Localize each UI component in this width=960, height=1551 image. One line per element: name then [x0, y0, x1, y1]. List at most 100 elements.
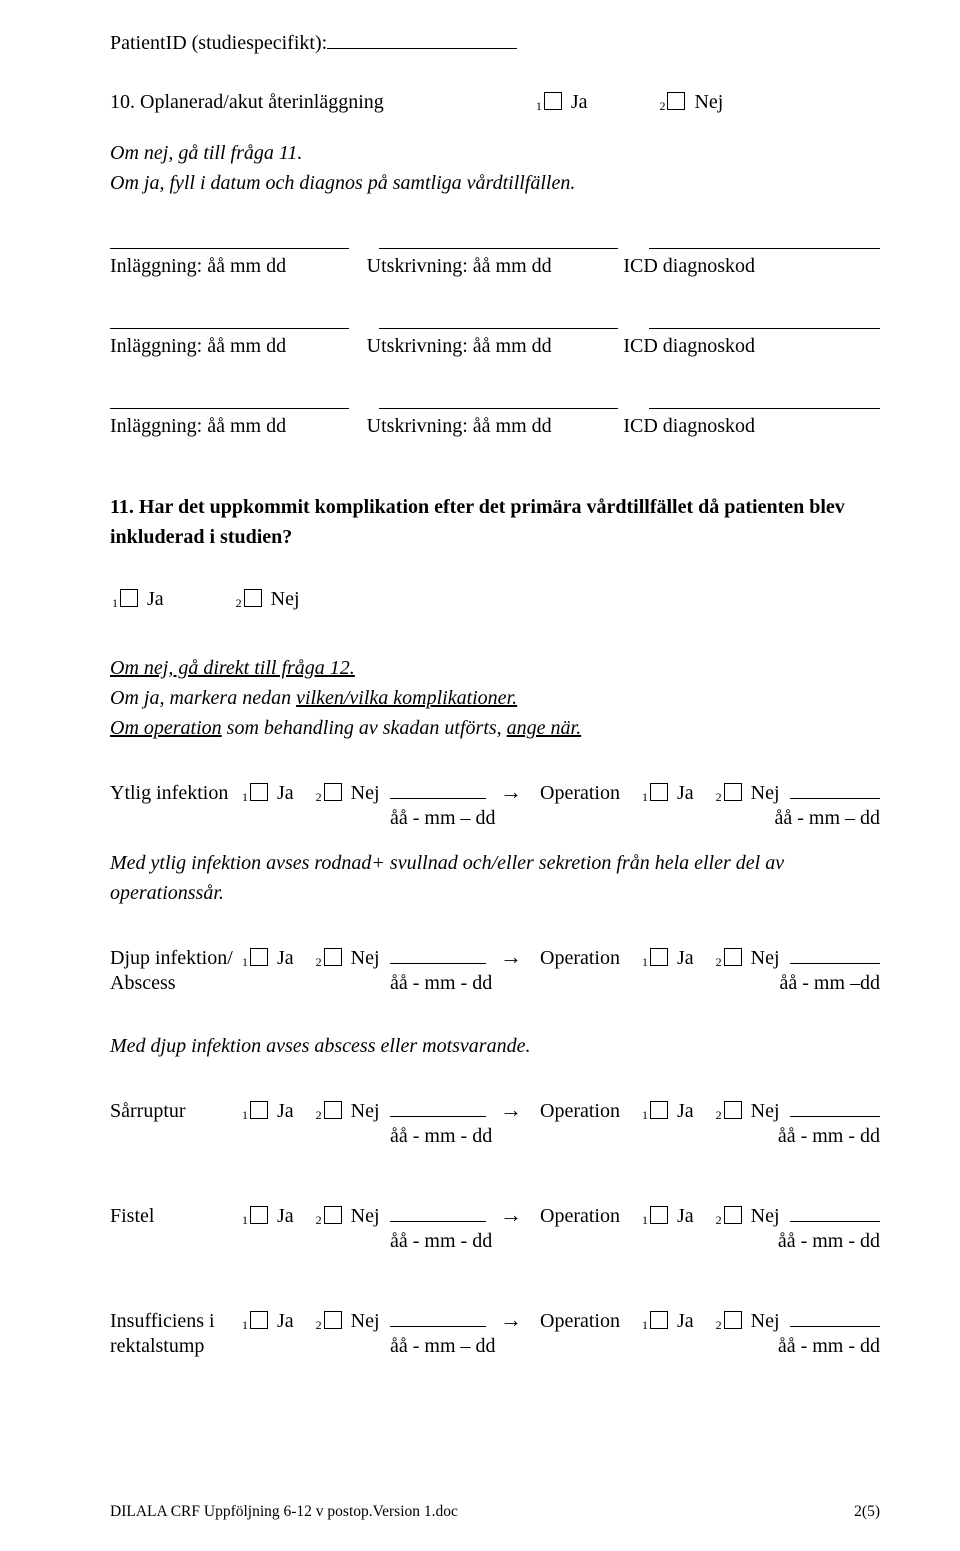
- comp-fistel-dates: åå - mm - dd åå - mm - dd: [110, 1230, 880, 1253]
- text-nej: Nej: [751, 1100, 780, 1122]
- q11-instr1: Om nej, gå direkt till fråga 12.: [110, 653, 880, 683]
- sub-nej: 2: [316, 1108, 322, 1122]
- patient-id-label: PatientID (studiespecifikt):: [110, 32, 327, 54]
- date-right: åå - mm - dd: [760, 1125, 880, 1148]
- table-col1: Inläggning: åå mm dd: [110, 255, 367, 278]
- checkbox-ja[interactable]: [250, 948, 268, 966]
- page-root: PatientID (studiespecifikt): 10. Oplaner…: [0, 0, 960, 1551]
- checkbox-nej[interactable]: [324, 1101, 342, 1119]
- q10-ja-text: Ja: [571, 91, 588, 113]
- text-nej: Nej: [351, 782, 380, 804]
- checkbox-ja[interactable]: [650, 1206, 668, 1224]
- table-col3: ICD diagnoskod: [623, 335, 880, 358]
- checkbox-nej[interactable]: [724, 783, 742, 801]
- comp-ytlig-op-janej: 1 Ja 2 Nej: [640, 782, 790, 805]
- q11-ja-checkbox[interactable]: [120, 589, 138, 607]
- sub-nej: 2: [316, 1318, 322, 1332]
- blank-input[interactable]: [790, 947, 880, 964]
- q10-nej-checkbox[interactable]: [667, 92, 685, 110]
- checkbox-ja[interactable]: [250, 783, 268, 801]
- sub-ja: 1: [642, 1318, 648, 1332]
- q11-instr2-a: Om ja, markera nedan: [110, 687, 296, 709]
- table-label-row: Inläggning: åå mm dd Utskrivning: åå mm …: [110, 415, 880, 438]
- text-nej: Nej: [351, 1100, 380, 1122]
- sub-nej: 2: [316, 955, 322, 969]
- checkbox-ja[interactable]: [650, 783, 668, 801]
- q11-ja-sub: 1: [112, 596, 118, 610]
- comp-insuff-label1: Insufficiens i: [110, 1310, 240, 1333]
- comp-fistel-janej: 1 Ja 2 Nej: [240, 1205, 390, 1228]
- q11-instr3: Om operation som behandling av skadan ut…: [110, 713, 880, 743]
- patient-id-line: PatientID (studiespecifikt):: [110, 28, 880, 55]
- date-left: åå - mm - dd: [390, 972, 540, 995]
- comp-ytlig-row: Ytlig infektion 1 Ja 2 Nej → Operation 1…: [110, 779, 880, 805]
- arrow-icon: →: [500, 1202, 540, 1228]
- blank-input[interactable]: [390, 947, 486, 964]
- sub-ja: 1: [242, 1108, 248, 1122]
- text-nej: Nej: [751, 1310, 780, 1332]
- text-ja: Ja: [677, 1100, 694, 1122]
- q10-ja-checkbox[interactable]: [544, 92, 562, 110]
- sub-nej: 2: [316, 790, 322, 804]
- checkbox-ja[interactable]: [250, 1101, 268, 1119]
- blank-input[interactable]: [390, 1205, 486, 1222]
- checkbox-nej[interactable]: [324, 948, 342, 966]
- comp-sarruptur-dates: åå - mm - dd åå - mm - dd: [110, 1125, 880, 1148]
- comp-fistel-label: Fistel: [110, 1205, 240, 1228]
- checkbox-nej[interactable]: [724, 1101, 742, 1119]
- checkbox-nej[interactable]: [324, 1206, 342, 1224]
- checkbox-ja[interactable]: [650, 1101, 668, 1119]
- checkbox-nej[interactable]: [724, 1206, 742, 1224]
- q11-janej-row: 1 Ja 2 Nej: [110, 588, 880, 611]
- table-line-row[interactable]: [110, 314, 880, 329]
- q11-ja-text: Ja: [147, 588, 164, 610]
- text-ja: Ja: [277, 1310, 294, 1332]
- q10-nej-sub: 2: [659, 99, 665, 113]
- q10-label: 10. Oplanerad/akut återinläggning: [110, 91, 384, 113]
- checkbox-ja[interactable]: [250, 1311, 268, 1329]
- blank-input[interactable]: [790, 782, 880, 799]
- q11-instr3-b: som behandling av skadan utförts,: [222, 717, 507, 739]
- date-right: åå - mm – dd: [760, 807, 880, 830]
- checkbox-ja[interactable]: [650, 948, 668, 966]
- comp-fistel-op-janej: 1 Ja 2 Nej: [640, 1205, 790, 1228]
- q10-ja-sub: 1: [536, 99, 542, 113]
- checkbox-nej[interactable]: [724, 1311, 742, 1329]
- arrow-icon: →: [500, 1307, 540, 1333]
- table-col2: Utskrivning: åå mm dd: [367, 415, 624, 438]
- blank-input[interactable]: [790, 1310, 880, 1327]
- sub-ja: 1: [642, 790, 648, 804]
- q10-instr1: Om nej, gå till fråga 11.: [110, 138, 880, 168]
- sub-ja: 1: [242, 1318, 248, 1332]
- text-nej: Nej: [351, 947, 380, 969]
- comp-djup-label1: Djup infektion/: [110, 947, 240, 970]
- date-left: åå - mm - dd: [390, 1230, 540, 1253]
- blank-input[interactable]: [790, 1100, 880, 1117]
- checkbox-nej[interactable]: [324, 1311, 342, 1329]
- date-right: åå - mm - dd: [760, 1230, 880, 1253]
- sub-ja: 1: [242, 1213, 248, 1227]
- blank-input[interactable]: [390, 782, 486, 799]
- table-label-row: Inläggning: åå mm dd Utskrivning: åå mm …: [110, 255, 880, 278]
- page-footer: DILALA CRF Uppföljning 6-12 v postop.Ver…: [110, 1503, 880, 1521]
- checkbox-nej[interactable]: [724, 948, 742, 966]
- text-ja: Ja: [677, 782, 694, 804]
- admission-table: Inläggning: åå mm dd Utskrivning: åå mm …: [110, 234, 880, 438]
- q11-nej-sub: 2: [236, 596, 242, 610]
- blank-input[interactable]: [790, 1205, 880, 1222]
- checkbox-nej[interactable]: [324, 783, 342, 801]
- checkbox-ja[interactable]: [250, 1206, 268, 1224]
- q11-instr3-c: ange när.: [507, 717, 581, 739]
- table-line-row[interactable]: [110, 394, 880, 409]
- comp-djup-label2: Abscess: [110, 972, 240, 995]
- q11-instr2-b: vilken/vilka komplikationer.: [296, 687, 517, 709]
- checkbox-ja[interactable]: [650, 1311, 668, 1329]
- blank-input[interactable]: [390, 1100, 486, 1117]
- blank-input[interactable]: [390, 1310, 486, 1327]
- operation-label: Operation: [540, 1205, 640, 1228]
- q11-nej-checkbox[interactable]: [244, 589, 262, 607]
- patient-id-blank[interactable]: [327, 28, 517, 49]
- q10-instr2: Om ja, fyll i datum och diagnos på samtl…: [110, 168, 880, 198]
- comp-sarruptur-op-janej: 1 Ja 2 Nej: [640, 1100, 790, 1123]
- table-line-row[interactable]: [110, 234, 880, 249]
